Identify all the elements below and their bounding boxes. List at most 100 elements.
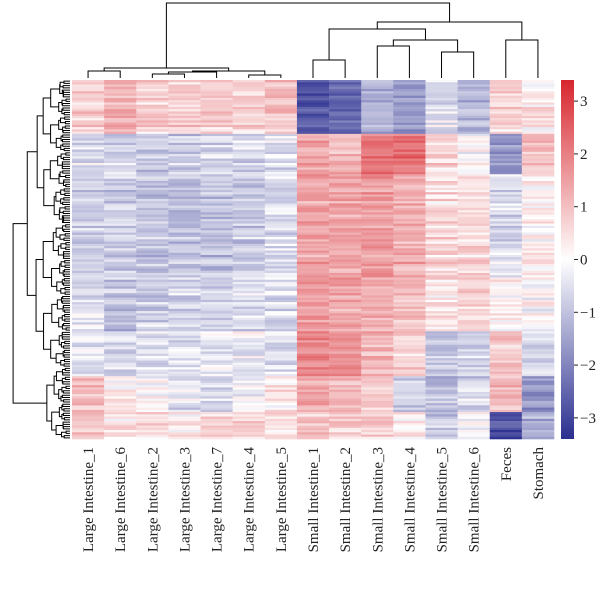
heatmap-cell [521,414,555,417]
heatmap-cell [104,398,137,402]
heatmap-cell [489,427,523,431]
heatmap-cell [361,156,394,159]
heatmap-cell [457,189,491,193]
heatmap-cell [104,234,137,238]
heatmap-cell [457,338,491,341]
heatmap-cell [425,382,458,386]
heatmap-cell [104,405,137,408]
heatmap-cell [489,391,523,395]
heatmap-cell [136,88,169,92]
heatmap-cell [200,432,233,435]
heatmap-cell [457,412,491,415]
heatmap-cell [296,189,330,193]
heatmap-cell [104,351,137,355]
heatmap-cell [72,129,105,132]
heatmap-cell [136,335,169,339]
heatmap-cell [168,290,201,294]
heatmap-cell [168,277,201,280]
heatmap-cell [136,250,169,254]
heatmap-cell [104,219,137,222]
heatmap-cell [296,147,330,150]
heatmap-cell [296,239,330,242]
heatmap-cell [457,400,491,404]
heatmap-cell [457,355,491,359]
heatmap-cell [136,178,169,182]
heatmap-cell [104,407,137,411]
heatmap-cell [425,201,458,204]
heatmap-cell [104,93,137,96]
heatmap-cell [232,230,266,233]
heatmap-cell [72,102,105,105]
heatmap-cell [425,371,458,375]
heatmap-cell [393,344,426,348]
heatmap-cell [425,272,458,276]
heatmap-cell [489,234,523,238]
heatmap-cell [200,367,233,370]
heatmap-cell [393,106,426,110]
heatmap-cell [264,279,298,283]
heatmap-cell [425,88,458,92]
heatmap-cell [296,113,330,117]
heatmap-cell [104,306,137,310]
heatmap-cell [457,369,491,372]
heatmap-cell [72,371,105,375]
heatmap-cell [264,127,298,130]
heatmap-cell [72,124,105,128]
dendrogram-branch [60,359,65,366]
heatmap-cell [296,335,330,339]
color-scale-label: −3 [580,411,596,427]
heatmap-cell [296,425,330,429]
heatmap-cell [457,246,491,249]
dendrogram-branch [64,206,70,210]
heatmap-cell [425,154,458,157]
heatmap-cell [136,151,169,155]
heatmap-cell [393,313,426,316]
heatmap-cell [361,111,394,114]
heatmap-cell [200,371,233,375]
heatmap-cell [393,299,426,303]
heatmap-cell [232,306,266,310]
heatmap-cell [72,167,105,171]
heatmap-cell [521,136,555,139]
heatmap-cell [168,333,201,337]
heatmap-cell [200,252,233,256]
heatmap-cell [521,228,555,231]
heatmap-cell [232,216,266,220]
heatmap-cell [329,192,362,195]
heatmap-cell [264,353,298,357]
heatmap-cell [489,353,523,357]
dendrogram-branch [64,318,70,322]
heatmap-cell [136,239,169,242]
heatmap-cell [168,120,201,123]
heatmap-cell [168,295,201,298]
heatmap-cell [200,136,233,139]
heatmap-cell [136,322,169,325]
dendrogram-branch [55,425,64,436]
heatmap-cell [425,140,458,144]
heatmap-cell [200,102,233,105]
heatmap-cell [329,111,362,114]
heatmap-cell [393,427,426,431]
heatmap-cell [457,436,491,440]
heatmap-cell [425,230,458,233]
heatmap-cell [489,230,523,233]
heatmap-cell [329,178,362,182]
heatmap-cell [361,106,394,110]
heatmap-cell [232,180,266,184]
heatmap-cell [264,169,298,173]
heatmap-cell [521,320,555,323]
heatmap-cell [457,304,491,307]
heatmap-cell [168,160,201,164]
heatmap-cell [200,326,233,330]
heatmap-cell [264,192,298,195]
heatmap-cell [232,84,266,88]
heatmap-cell [457,198,491,202]
heatmap-cell [457,232,491,236]
heatmap-cell [104,122,137,126]
heatmap-cell [361,306,394,310]
heatmap-cell [232,302,266,305]
heatmap-cell [457,194,491,197]
heatmap-cell [329,187,362,191]
heatmap-cell [296,97,330,101]
heatmap-cell [489,315,523,319]
